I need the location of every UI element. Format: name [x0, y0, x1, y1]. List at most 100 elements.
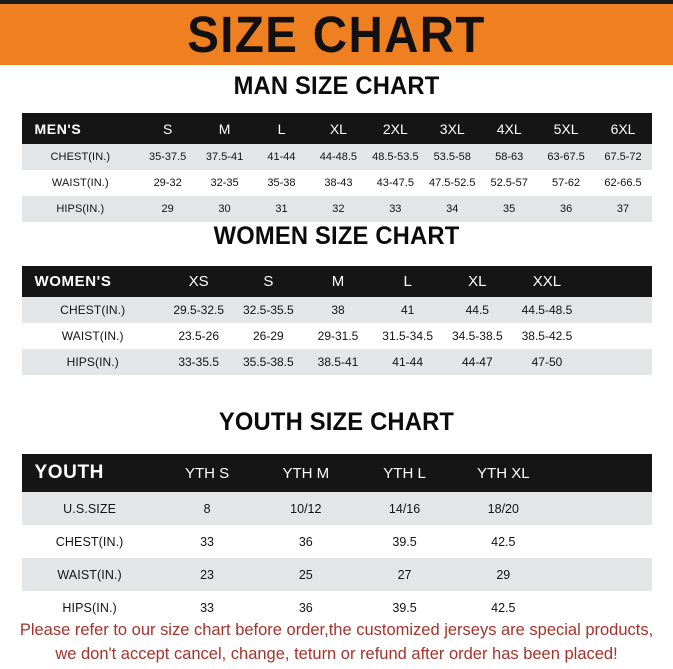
youth-size-chart-section: YOUTH SIZE CHART YOUTH YTH S YTH M YTH L YTH…: [0, 408, 673, 624]
men-measurement-cell: 67.5-72: [594, 144, 652, 170]
youth-column-header: YTH L: [383, 464, 426, 482]
youth-measurement-cell: 39.5: [355, 525, 454, 558]
women-table-head: WOMEN'S XS S M L XL XXL: [21, 266, 652, 297]
women-measurement-cell: 47-50: [512, 349, 582, 375]
women-column-header: XS: [188, 273, 209, 290]
men-measurement-cell: 29: [139, 196, 197, 222]
men-measurement-cell: 62-66.5: [594, 170, 652, 196]
man-table-body: CHEST(IN.) 35-37.5 37.5-41 41-44 44-48.5 48.5…: [21, 144, 652, 222]
youth-measurement-cell: 33: [157, 525, 257, 558]
size-chart-banner: SIZE CHART: [0, 4, 673, 65]
women-measurement-cell-spacer: [581, 349, 652, 375]
top-divider: [0, 0, 673, 4]
men-measurement-cell: 57-62: [537, 170, 595, 196]
youth-measurement-cell: 42.5: [453, 525, 553, 558]
men-column-header: S: [162, 120, 173, 137]
women-measurement-cell-spacer: [581, 323, 652, 349]
youth-size-table: YOUTH YTH S YTH M YTH L YTH XL U.S.SIZE 8 10/1…: [21, 454, 652, 624]
youth-measurement-cell: 18/20: [453, 492, 553, 525]
men-measurement-cell: 35-37.5: [139, 144, 197, 170]
order-policy-line-2: we don't accept cancel, change, teturn o…: [55, 644, 618, 663]
women-column-header: S: [263, 273, 274, 290]
youth-measurement-cell: 10/12: [256, 492, 356, 525]
women-measurement-cell: 38: [303, 297, 373, 323]
youth-measurement-cell-spacer: [552, 492, 652, 525]
women-measurement-cell: 26-29: [233, 323, 304, 349]
men-measurement-cell: 32-35: [196, 170, 254, 196]
order-policy-note: Please refer to our size chart before or…: [10, 618, 663, 666]
women-row-label: CHEST(IN.): [21, 297, 164, 323]
men-table-row: CHEST(IN.) 35-37.5 37.5-41 41-44 44-48.5 48.5…: [21, 144, 652, 170]
men-measurement-cell: 30: [196, 196, 254, 222]
men-measurement-cell: 47.5-52.5: [423, 170, 481, 196]
youth-column-header: YTH XL: [477, 464, 530, 482]
women-column-header: M: [331, 273, 345, 290]
youth-measurement-cell: 36: [256, 525, 356, 558]
women-measurement-cell: 41: [372, 297, 443, 323]
youth-row-label: CHEST(IN.): [21, 525, 158, 558]
order-policy-line-1: Please refer to our size chart before or…: [19, 620, 654, 639]
men-measurement-cell: 37: [594, 196, 652, 222]
women-column-header: XL: [468, 273, 487, 290]
men-row-label: WAIST(IN.): [21, 170, 140, 196]
men-measurement-cell: 31: [253, 196, 310, 222]
men-column-header: M: [218, 120, 231, 137]
man-table-wrap: MEN'S S M L XL 2XL 3XL 4XL 5XL 6XL CHEST(IN.) 35-3…: [21, 113, 652, 222]
men-measurement-cell: 48.5-53.5: [366, 144, 424, 170]
women-table-row: HIPS(IN.) 33-35.5 35.5-38.5 38.5-41 41-44 44-…: [21, 349, 652, 375]
men-column-header: L: [277, 120, 286, 137]
men-column-header: 5XL: [553, 120, 579, 137]
men-measurement-cell: 38-43: [309, 170, 367, 196]
men-measurement-cell: 53.5-58: [423, 144, 481, 170]
men-measurement-cell: 63-67.5: [537, 144, 595, 170]
man-header-row: MEN'S S M L XL 2XL 3XL 4XL 5XL 6XL: [21, 113, 652, 144]
youth-table-row: CHEST(IN.) 33 36 39.5 42.5: [21, 525, 652, 558]
women-row-label: WAIST(IN.): [21, 323, 164, 349]
women-measurement-cell: 38.5-42.5: [512, 323, 582, 349]
youth-table-body: U.S.SIZE 8 10/12 14/16 18/20 CHEST(IN.) 33 36 39…: [21, 492, 652, 624]
youth-table-row: HIPS(IN.) 33 36 39.5 42.5: [21, 591, 652, 624]
women-measurement-cell: 34.5-38.5: [442, 323, 513, 349]
men-row-label: HIPS(IN.): [21, 196, 140, 222]
women-measurement-cell: 32.5-35.5: [233, 297, 304, 323]
women-measurement-cell: 44.5: [442, 297, 513, 323]
women-measurement-cell: 44-47: [442, 349, 513, 375]
women-measurement-cell: 44.5-48.5: [512, 297, 582, 323]
women-table-row: CHEST(IN.) 29.5-32.5 32.5-35.5 38 41 44.5 44.5…: [21, 297, 652, 323]
youth-table-head: YOUTH YTH S YTH M YTH L YTH XL: [21, 454, 652, 492]
youth-table-row: U.S.SIZE 8 10/12 14/16 18/20: [21, 492, 652, 525]
women-measurement-cell: 33-35.5: [163, 349, 234, 375]
men-measurement-cell: 33: [366, 196, 424, 222]
women-header-row: WOMEN'S XS S M L XL XXL: [21, 266, 652, 297]
women-measurement-cell: 29.5-32.5: [163, 297, 234, 323]
youth-measurement-cell: 36: [256, 591, 356, 624]
women-measurement-cell: 35.5-38.5: [233, 349, 304, 375]
youth-measurement-cell-spacer: [552, 591, 652, 624]
youth-measurement-cell-spacer: [552, 558, 652, 591]
women-column-header-spacer: [581, 266, 652, 297]
men-measurement-cell: 35: [480, 196, 538, 222]
youth-measurement-cell: 42.5: [453, 591, 553, 624]
men-measurement-cell: 36: [537, 196, 595, 222]
youth-table-wrap: YOUTH YTH S YTH M YTH L YTH XL U.S.SIZE 8 10/1…: [21, 454, 652, 624]
men-measurement-cell: 34: [423, 196, 481, 222]
men-measurement-cell: 58-63: [480, 144, 538, 170]
youth-measurement-cell: 39.5: [355, 591, 454, 624]
man-size-chart-section: MAN SIZE CHART MEN'S S M L XL 2XL 3XL 4XL 5XL 6XL…: [0, 72, 673, 222]
women-table-wrap: WOMEN'S XS S M L XL XXL CHEST(IN.) 29.5-32.5 32.…: [21, 266, 652, 375]
women-measurement-cell-spacer: [581, 297, 652, 323]
women-measurement-cell: 23.5-26: [163, 323, 234, 349]
men-column-header: 6XL: [610, 120, 636, 137]
women-corner-label: WOMEN'S: [34, 273, 112, 290]
women-row-label: HIPS(IN.): [21, 349, 164, 375]
youth-measurement-cell: 29: [453, 558, 553, 591]
youth-column-header: YTH S: [184, 464, 230, 482]
youth-measurement-cell: 14/16: [355, 492, 454, 525]
youth-section-title: YOUTH SIZE CHART: [218, 408, 455, 436]
men-measurement-cell: 37.5-41: [196, 144, 254, 170]
page-title: SIZE CHART: [187, 6, 486, 63]
youth-column-header: YTH M: [282, 464, 330, 482]
man-size-table: MEN'S S M L XL 2XL 3XL 4XL 5XL 6XL CHEST(IN.) 35-3…: [21, 113, 652, 222]
women-column-header: L: [403, 273, 412, 290]
men-table-row: HIPS(IN.) 29 30 31 32 33 34 35 36 37: [21, 196, 652, 222]
